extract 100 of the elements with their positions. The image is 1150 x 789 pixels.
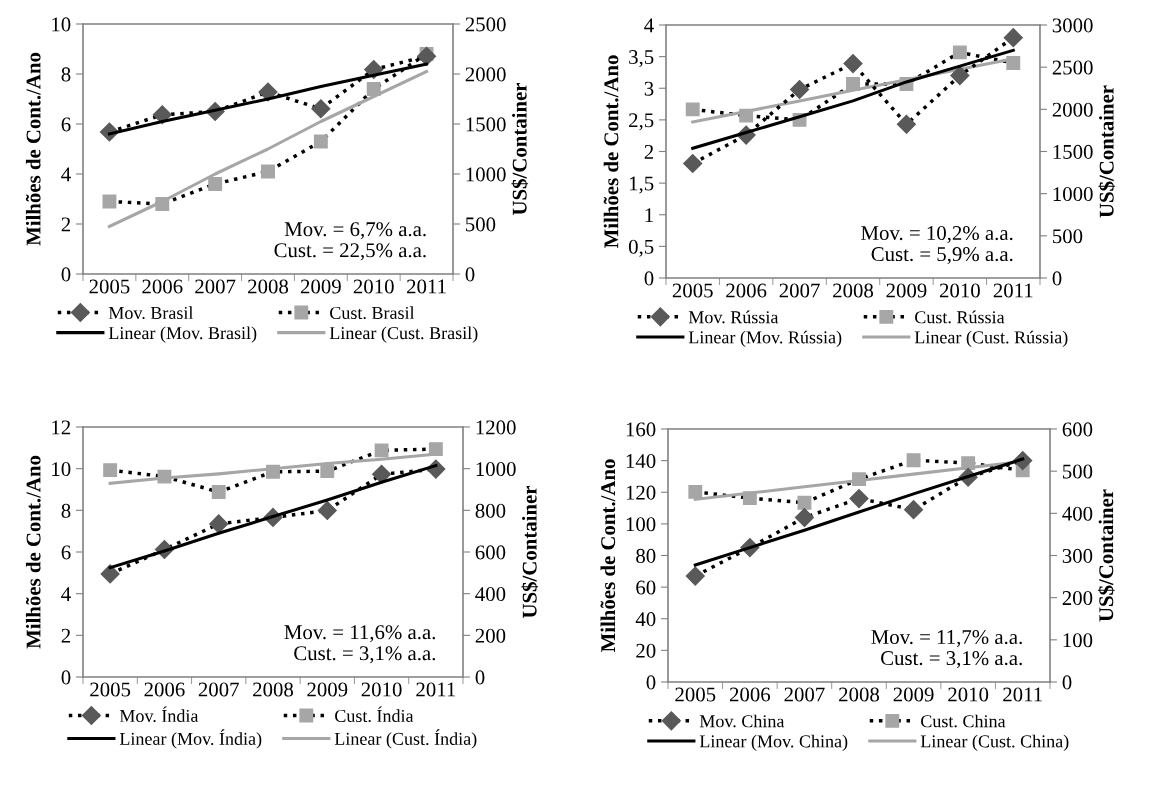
y-tick-label: 40 [635, 612, 656, 627]
x-tick-label: 2011 [407, 279, 446, 294]
y-tick-label: 0,5 [628, 239, 654, 257]
legend-label: Mov. China [699, 714, 785, 728]
y-tick-label: 8 [61, 503, 71, 518]
y2-tick-label: 1500 [466, 117, 506, 132]
y-tick-label: 2 [61, 628, 71, 643]
y2-tick-label: 500 [1063, 464, 1093, 479]
legend-label: Cust. Rússia [915, 310, 1005, 324]
y-tick-label: 8 [61, 67, 71, 82]
y2-tick-label: 0 [465, 267, 475, 282]
y-tick-label: 140 [626, 454, 656, 469]
point [208, 177, 223, 191]
y2-tick-label: 2000 [1052, 102, 1093, 117]
x-tick-label: 2008 [248, 279, 289, 294]
legend-label: Linear (Cust. Rússia) [914, 330, 1068, 348]
x-tick-label: 2010 [948, 687, 989, 702]
x-tick-label: 2011 [993, 283, 1033, 298]
y-tick-label: 4 [61, 167, 71, 182]
y-tick-label: 120 [626, 485, 656, 500]
legend-label: Linear (Mov. China) [699, 734, 848, 752]
point [849, 489, 869, 509]
x-tick-label: 2008 [833, 283, 874, 298]
y2-tick-label: 1000 [1053, 187, 1093, 202]
x-tick-label: 2005 [90, 682, 131, 697]
y-tick-label: 4 [644, 18, 654, 33]
x-tick-label: 2005 [675, 687, 716, 702]
y-tick-label: 2,5 [629, 113, 654, 131]
x-tick-label: 2007 [198, 682, 239, 697]
y-tick-label: 1 [645, 208, 653, 222]
y-tick-label: 12 [52, 420, 71, 435]
y2-tick-label: 300 [1062, 548, 1093, 563]
y-tick-label: 10 [52, 17, 71, 32]
y2-axis-title: US$/Container [511, 82, 529, 216]
point [683, 153, 703, 174]
y2-axis-title: US$/Container [1098, 85, 1116, 218]
annotation: Mov. = 10,2% a.a. [861, 226, 1013, 244]
y-tick-label: 3 [644, 81, 654, 96]
x-tick-label: 2005 [672, 283, 713, 298]
point [211, 485, 226, 499]
y2-tick-label: 500 [466, 217, 496, 232]
x-tick-label: 2007 [195, 279, 236, 294]
y2-tick-label: 400 [1062, 506, 1093, 521]
legend-label: Linear (Cust. China) [920, 734, 1069, 752]
y2-tick-label: 200 [1062, 591, 1093, 606]
y2-tick-label: 100 [1063, 633, 1093, 648]
point [685, 566, 705, 586]
y-axis-title: Milhões de Cont./Ano [603, 55, 619, 249]
y-tick-label: 2 [61, 217, 71, 232]
point [103, 463, 118, 478]
legend-label: Linear (Mov. Índia) [119, 729, 262, 749]
x-tick-label: 2006 [144, 682, 185, 697]
annotation: Mov. = 11,7% a.a. [871, 630, 1022, 648]
y-tick-label: 3,5 [629, 50, 654, 68]
y-tick-label: 4 [61, 587, 71, 601]
y-tick-label: 6 [61, 117, 71, 132]
point [313, 134, 328, 149]
legend-label: Cust. China [921, 714, 1006, 728]
y2-tick-label: 1500 [1053, 144, 1093, 159]
y-tick-label: 160 [626, 422, 656, 437]
x-tick-label: 2006 [726, 283, 767, 298]
y2-tick-label: 0 [1052, 271, 1062, 286]
x-tick-label: 2007 [779, 283, 820, 298]
x-tick-label: 2010 [361, 682, 402, 697]
y2-tick-label: 3000 [1052, 18, 1093, 33]
point [688, 484, 703, 499]
point [843, 54, 863, 74]
y2-tick-label: 1000 [476, 462, 516, 477]
y2-tick-label: 800 [475, 503, 506, 518]
y2-axis-title: US$/Container [521, 485, 539, 619]
legend-label: Mov. Brasil [108, 306, 194, 320]
annotation: Mov. = 11,6% a.a. [284, 625, 436, 643]
y2-tick-label: 1000 [466, 167, 506, 182]
annotation: Cust. = 22,5% a.a. [274, 243, 426, 261]
point [428, 442, 443, 457]
y-axis-title: Milhões de Cont./Ano [25, 455, 41, 649]
x-tick-label: 2008 [839, 687, 880, 702]
point [950, 66, 970, 86]
annotation: Cust. = 5,9% a.a. [871, 247, 1013, 265]
legend-label: Cust. Índia [335, 706, 414, 723]
legend-label: Linear (Cust. Brasil) [329, 326, 478, 343]
y2-tick-label: 600 [1062, 422, 1093, 437]
x-tick-label: 2009 [893, 687, 934, 702]
y-tick-label: 0 [644, 271, 654, 286]
x-tick-label: 2010 [939, 283, 980, 298]
x-tick-label: 2007 [784, 687, 825, 702]
y-axis-title: Milhões de Cont./Ano [25, 52, 41, 246]
y-tick-label: 2 [644, 144, 654, 159]
point [311, 99, 331, 119]
point [904, 500, 924, 520]
y2-tick-label: 1200 [476, 420, 516, 435]
y2-tick-label: 2500 [1052, 60, 1093, 75]
y2-tick-label: 0 [475, 670, 485, 685]
legend-label: Linear (Mov. Brasil) [108, 326, 257, 343]
y-tick-label: 20 [636, 643, 656, 658]
y-tick-label: 0 [61, 670, 71, 685]
point [417, 46, 437, 66]
legend-label: Mov. Rússia [688, 310, 779, 324]
x-tick-label: 2010 [353, 279, 394, 294]
point [685, 102, 700, 117]
